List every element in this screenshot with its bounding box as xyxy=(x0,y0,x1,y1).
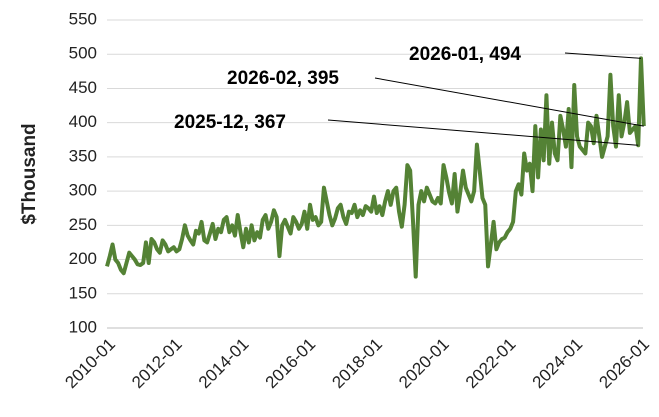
x-tick-label: 2026-01 xyxy=(595,335,653,393)
x-tick-label: 2016-01 xyxy=(262,335,320,393)
y-tick-label: 500 xyxy=(69,44,97,63)
data-line xyxy=(105,56,646,279)
y-tick-label: 200 xyxy=(69,249,97,268)
y-tick-label: 550 xyxy=(69,9,97,28)
annotation: 2026-01, 494 xyxy=(409,44,521,65)
annotation-leader xyxy=(564,52,642,59)
x-tick-label: 2024-01 xyxy=(529,335,587,393)
y-tick-label: 400 xyxy=(69,112,97,131)
x-tick-label: 2018-01 xyxy=(328,335,386,393)
y-tick-label: 250 xyxy=(69,215,97,234)
y-tick-label: 450 xyxy=(69,78,97,97)
x-tick-label: 2010-01 xyxy=(61,335,119,393)
y-tick-label: 150 xyxy=(69,283,97,302)
x-tick-label: 2014-01 xyxy=(195,335,253,393)
y-tick-label: 300 xyxy=(69,181,97,200)
annotation: 2025-12, 367 xyxy=(174,112,286,133)
annotation-leader xyxy=(327,119,639,146)
x-tick-label: 2012-01 xyxy=(128,335,186,393)
x-tick-label: 2020-01 xyxy=(395,335,453,393)
y-tick-label: 100 xyxy=(69,317,97,336)
y-axis-label: $Thousand xyxy=(19,123,40,224)
x-tick-label: 2022-01 xyxy=(462,335,520,393)
annotation: 2026-02, 395 xyxy=(227,68,339,89)
y-tick-label: 350 xyxy=(69,146,97,165)
annotation-leader xyxy=(374,77,644,127)
